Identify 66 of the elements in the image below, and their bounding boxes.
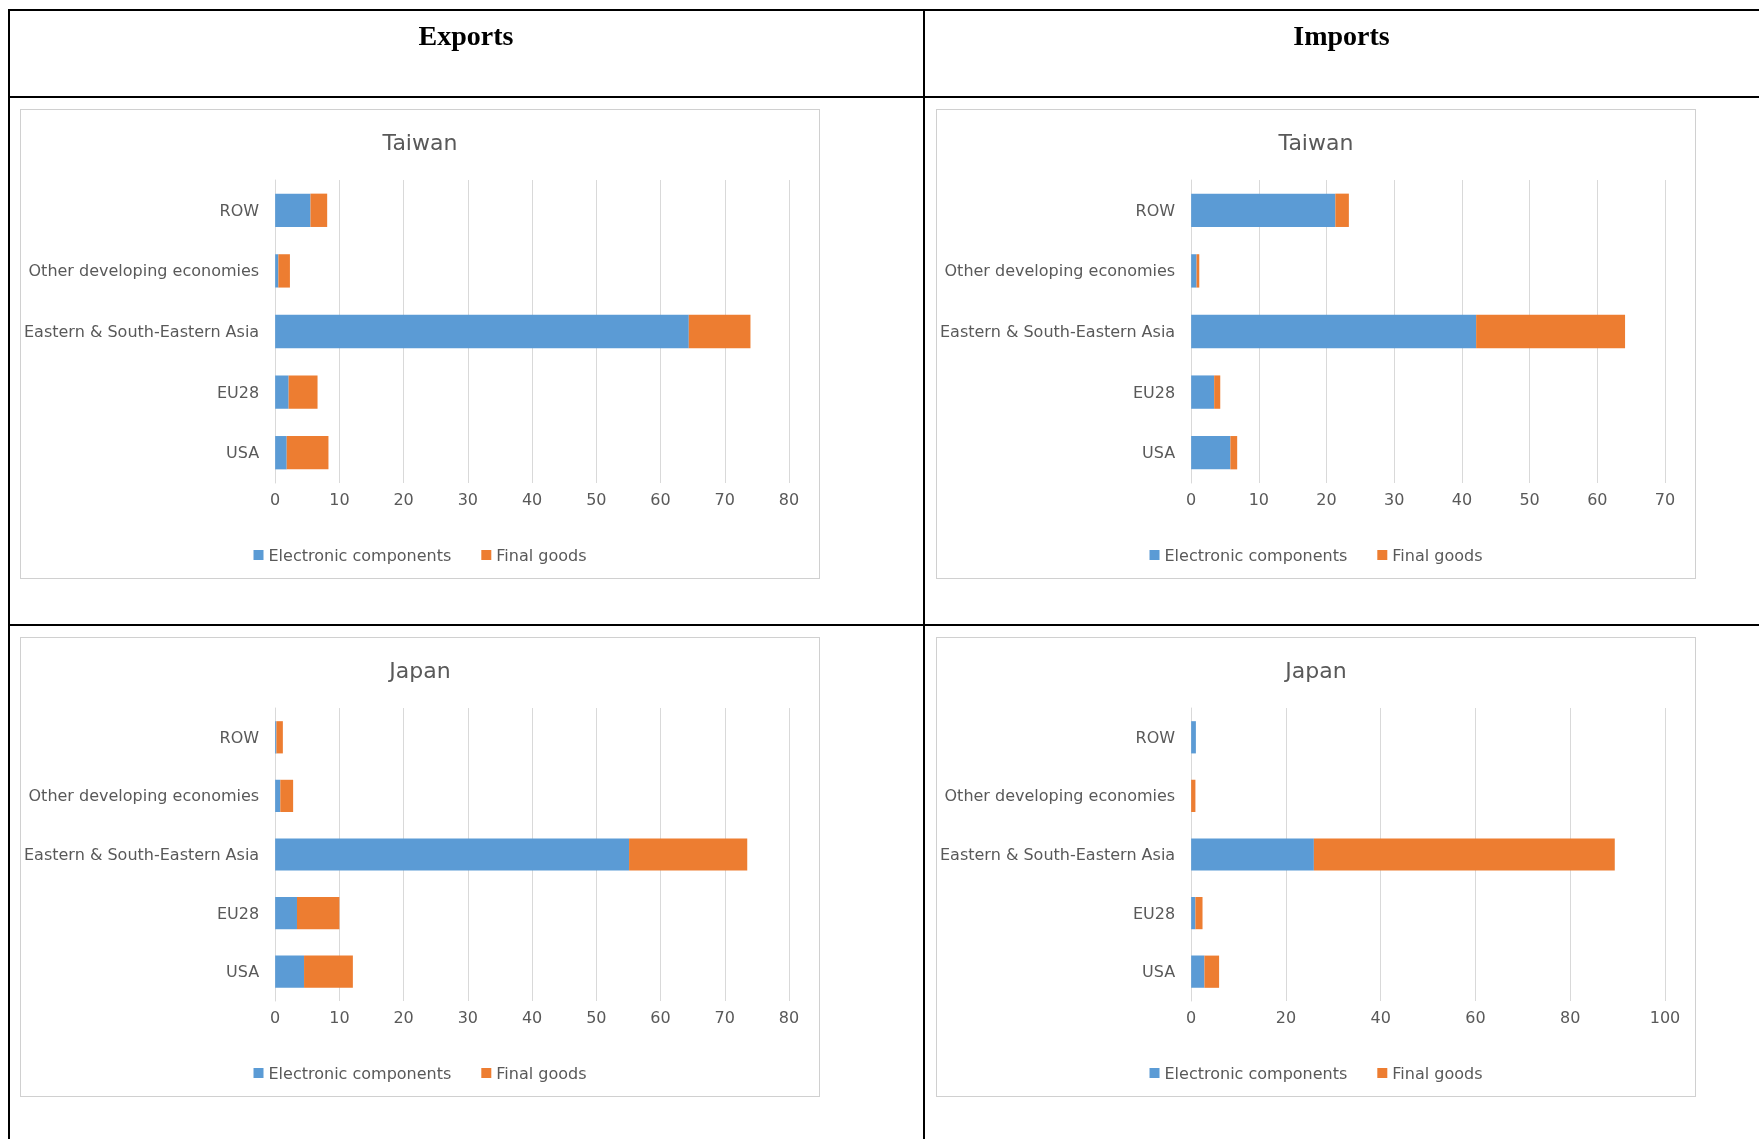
legend-label: Final goods — [496, 1063, 587, 1083]
x-tick-label: 30 — [457, 1007, 479, 1027]
y-tick-label: ROW — [1135, 727, 1176, 747]
legend-label: Electronic components — [268, 1063, 452, 1083]
chart-title: Japan — [1283, 657, 1347, 683]
y-tick-label: ROW — [219, 200, 260, 220]
x-tick-label: 40 — [521, 489, 543, 509]
y-tick-label: Eastern & South-Eastern Asia — [23, 322, 260, 341]
x-tick-label: 80 — [778, 1007, 800, 1027]
legend-label: Final goods — [496, 545, 587, 565]
x-tick-label: 10 — [329, 489, 350, 509]
x-tick-label: 30 — [1384, 489, 1405, 509]
chart-title: Japan — [387, 657, 451, 683]
x-tick-label: 70 — [714, 1007, 735, 1027]
x-tick-label: 0 — [1186, 1007, 1197, 1027]
legend-label: Electronic components — [268, 545, 452, 565]
y-tick-label: Other developing economies — [28, 786, 260, 806]
x-tick-label: 70 — [714, 489, 735, 509]
legend-label: Electronic components — [1164, 545, 1348, 565]
x-tick-label: 20 — [393, 1007, 414, 1027]
legend-label: Final goods — [1392, 1063, 1483, 1083]
text: Exports — [417, 20, 515, 52]
x-tick-label: 0 — [270, 1007, 281, 1027]
y-tick-label: EU28 — [1132, 903, 1176, 923]
text: Imports — [1292, 20, 1391, 52]
y-tick-label: ROW — [1135, 200, 1176, 220]
x-tick-label: 50 — [586, 1007, 607, 1027]
x-tick-label: 70 — [1654, 489, 1676, 509]
y-tick-label: Eastern & South-Eastern Asia — [23, 845, 260, 864]
x-tick-label: 0 — [1186, 489, 1197, 509]
x-tick-label: 50 — [586, 489, 607, 509]
chart-title: Taiwan — [1277, 129, 1354, 155]
y-tick-label: USA — [1142, 962, 1176, 982]
y-tick-label: Other developing economies — [944, 786, 1176, 806]
y-tick-label: Eastern & South-Eastern Asia — [939, 322, 1176, 341]
y-tick-label: EU28 — [216, 903, 260, 923]
y-tick-label: USA — [226, 962, 260, 982]
x-tick-label: 60 — [1587, 489, 1608, 509]
x-tick-label: 40 — [521, 1007, 543, 1027]
x-tick-label: 40 — [1370, 1007, 1391, 1027]
x-tick-label: 0 — [270, 489, 281, 509]
y-tick-label: EU28 — [216, 382, 260, 402]
x-tick-label: 30 — [457, 489, 479, 509]
x-tick-label: 10 — [329, 1007, 350, 1027]
x-tick-label: 100 — [1649, 1007, 1681, 1027]
x-tick-label: 10 — [1248, 489, 1270, 509]
y-tick-label: EU28 — [1132, 382, 1176, 402]
legend-label: Final goods — [1392, 545, 1483, 565]
x-tick-label: 60 — [1465, 1007, 1486, 1027]
chart-title: Taiwan — [381, 129, 458, 155]
x-tick-label: 20 — [393, 489, 414, 509]
y-tick-label: USA — [226, 443, 260, 463]
x-tick-label: 50 — [1519, 489, 1540, 509]
y-tick-label: Eastern & South-Eastern Asia — [939, 845, 1176, 864]
y-tick-label: ROW — [219, 727, 260, 747]
y-tick-label: Other developing economies — [944, 261, 1176, 281]
x-tick-label: 40 — [1451, 489, 1473, 509]
x-tick-label: 80 — [778, 489, 800, 509]
x-tick-label: 20 — [1275, 1007, 1297, 1027]
x-tick-label: 60 — [650, 489, 671, 509]
legend-label: Electronic components — [1164, 1063, 1348, 1083]
y-tick-label: USA — [1142, 443, 1176, 463]
y-tick-label: Other developing economies — [28, 261, 260, 281]
x-tick-label: 60 — [650, 1007, 671, 1027]
x-tick-label: 20 — [1316, 489, 1337, 509]
x-tick-label: 80 — [1560, 1007, 1581, 1027]
